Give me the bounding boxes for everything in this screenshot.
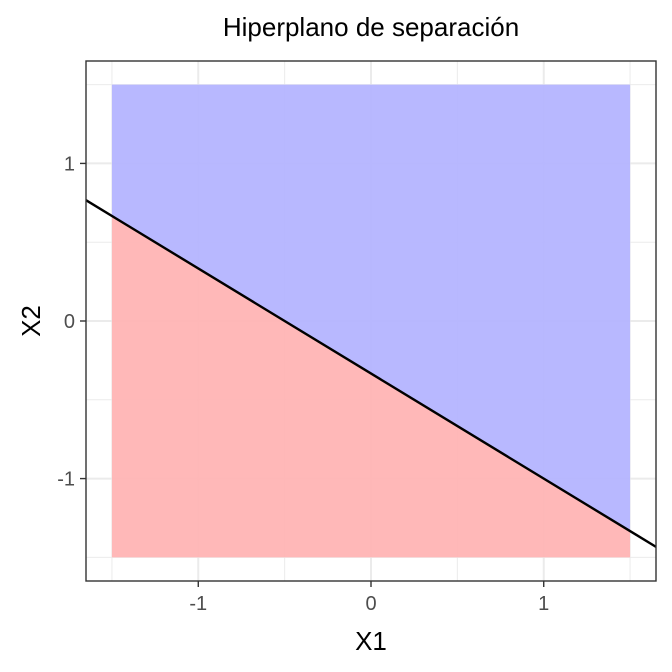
region-above-hyperplane bbox=[111, 84, 631, 532]
chart-title: Hiperplano de separación bbox=[223, 12, 519, 42]
y-tick-label: 1 bbox=[64, 153, 75, 175]
x-tick-label: 1 bbox=[538, 593, 549, 615]
hyperplane-line-layer bbox=[86, 199, 656, 548]
y-tick-label: -1 bbox=[57, 469, 75, 491]
x-tick-label: -1 bbox=[189, 593, 207, 615]
y-tick-label: 0 bbox=[64, 311, 75, 333]
axes: -1 0 1 -1 0 1 bbox=[57, 60, 657, 615]
y-axis-title: X2 bbox=[16, 305, 46, 337]
hyperplane-line bbox=[86, 199, 656, 548]
x-axis-title: X1 bbox=[355, 626, 387, 656]
classification-regions bbox=[111, 84, 631, 558]
region-below-hyperplane bbox=[111, 215, 631, 558]
x-tick-label: 0 bbox=[365, 593, 376, 615]
